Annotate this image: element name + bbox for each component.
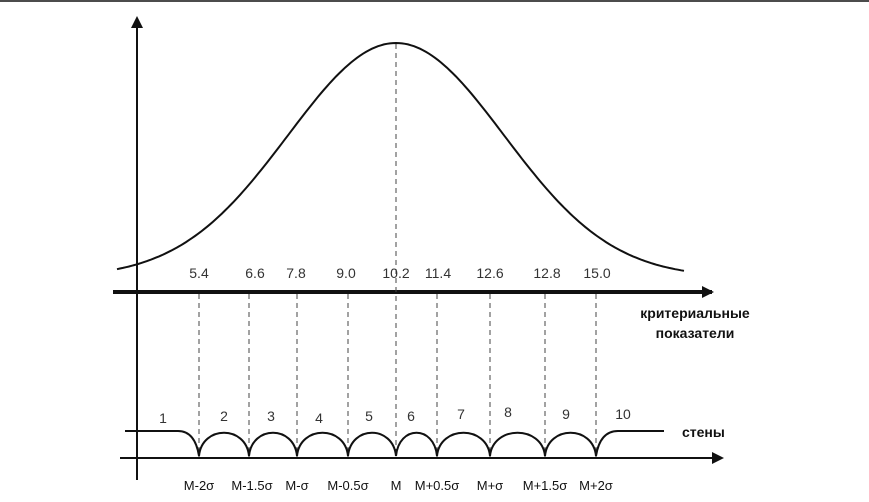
stens-axis-title: стены (682, 424, 725, 440)
sigma-label: M+2σ (579, 478, 613, 493)
tick-value-label: 15.0 (583, 265, 610, 281)
sten-number-label: 6 (407, 408, 415, 424)
criteria-axis-title-line2: показатели (656, 325, 735, 341)
tick-value-label: 12.6 (476, 265, 503, 281)
dashed-guides (198, 44, 597, 458)
sigma-label: M-1.5σ (231, 478, 272, 493)
sten-number-label: 10 (615, 406, 631, 422)
bell-curve (116, 41, 685, 272)
sten-number-label: 4 (315, 410, 323, 426)
tick-value-label: 11.4 (425, 265, 451, 281)
sigma-label: M+0.5σ (415, 478, 460, 493)
tick-value-label: 6.6 (245, 265, 265, 281)
tick-value-label: 10.2 (382, 265, 409, 281)
sten-number-label: 8 (504, 404, 512, 420)
tick-value-label: 9.0 (336, 265, 356, 281)
tick-value-labels: 5.4 6.6 7.8 9.0 10.2 11.4 12.6 12.8 15.0 (189, 265, 611, 281)
sten-number-label: 9 (562, 406, 570, 422)
sten-number-label: 3 (267, 408, 275, 424)
sigma-label: M-0.5σ (327, 478, 368, 493)
criteria-axis-title-line1: критериальные (640, 305, 750, 321)
sigma-label: M-σ (285, 478, 308, 493)
sigma-labels: M-2σ M-1.5σ M-σ M-0.5σ M M+0.5σ M+σ M+1.5σ M+2σ (184, 478, 613, 493)
tick-value-label: 5.4 (189, 265, 209, 281)
sten-number-label: 5 (365, 408, 373, 424)
sten-number-label: 1 (159, 410, 167, 426)
sigma-label: M-2σ (184, 478, 214, 493)
tick-value-label: 12.8 (533, 265, 560, 281)
sten-number-labels: 1 2 3 4 5 6 7 8 9 10 (159, 404, 631, 426)
sten-number-label: 2 (220, 408, 228, 424)
sigma-label: M (391, 478, 402, 493)
sigma-label: M+1.5σ (523, 478, 568, 493)
sten-number-label: 7 (457, 406, 465, 422)
sigma-label: M+σ (477, 478, 503, 493)
sten-arcs (125, 430, 664, 457)
tick-value-label: 7.8 (286, 265, 306, 281)
